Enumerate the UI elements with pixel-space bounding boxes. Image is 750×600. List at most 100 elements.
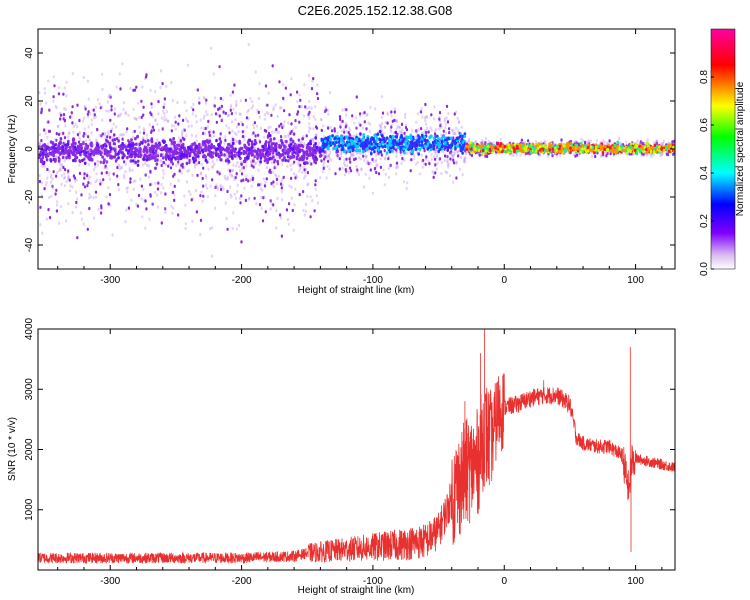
- spectrogram-cell: [389, 163, 392, 167]
- spectrogram-cell: [420, 159, 423, 163]
- spectrogram-cell: [74, 179, 77, 183]
- spectrogram-cell: [241, 130, 244, 134]
- spectrogram-cell: [68, 146, 72, 150]
- spectrogram-cell: [424, 162, 427, 166]
- spectrogram-cell: [154, 153, 157, 157]
- spectrogram-cell: [171, 190, 175, 194]
- spectrogram-cell: [351, 154, 354, 158]
- spectrogram-cell: [478, 153, 481, 157]
- spectrogram-cell: [272, 106, 275, 110]
- spectrogram-cell: [520, 150, 524, 154]
- spectrogram-cell: [417, 128, 420, 132]
- spectrogram-cell: [89, 181, 92, 185]
- spectrogram-cell: [260, 154, 263, 158]
- spectrogram-cell: [605, 154, 608, 158]
- spectrogram-cell: [359, 123, 362, 127]
- spectrogram-cell: [182, 137, 186, 141]
- spectrogram-cell: [134, 117, 137, 121]
- spectrogram-cell: [144, 173, 147, 177]
- spectrogram-cell: [133, 116, 136, 120]
- spectrogram-cell: [236, 183, 239, 187]
- spectrogram-cell: [106, 153, 109, 158]
- spectrogram-cell: [272, 180, 275, 184]
- spectrogram-cell: [383, 144, 387, 149]
- spectrogram-cell: [88, 192, 91, 196]
- spectrogram-cell: [378, 142, 381, 147]
- spectrogram-cell: [364, 154, 367, 158]
- spectrogram-cell: [287, 134, 290, 138]
- spectrogram-cell: [129, 180, 132, 184]
- spectrogram-cell: [547, 154, 550, 158]
- spectrogram-cell: [125, 208, 128, 212]
- spectrogram-cell: [154, 158, 157, 163]
- spectrogram-cell: [405, 151, 409, 155]
- spectrogram-cell: [452, 180, 455, 184]
- spectrogram-cell: [140, 197, 143, 201]
- spectrogram-cell: [162, 172, 165, 176]
- spectrogram-cell: [228, 172, 231, 176]
- spectrogram-cell: [133, 161, 136, 166]
- spectrogram-cell: [416, 129, 419, 133]
- spectrogram-cell: [309, 215, 312, 219]
- spectrogram-cell: [71, 121, 74, 125]
- spectrogram-cell: [196, 173, 199, 177]
- spectrogram-cell: [462, 143, 465, 147]
- spectrogram-cell: [375, 158, 378, 162]
- spectrogram-cell: [269, 207, 272, 211]
- spectrogram-cell: [68, 156, 71, 160]
- spectrogram-cell: [303, 141, 306, 145]
- spectrogram-cell: [271, 183, 274, 187]
- spectrogram-cell: [71, 185, 74, 189]
- spectrogram-cell: [111, 155, 115, 159]
- spectrogram-cell: [468, 139, 471, 143]
- spectrogram-cell: [305, 134, 308, 138]
- spectrogram-cell: [57, 132, 61, 136]
- spectrogram-cell: [310, 162, 313, 166]
- spectrogram-cell: [258, 183, 261, 187]
- spectrogram-cell: [287, 222, 290, 226]
- spectrogram-cell: [92, 195, 95, 200]
- spectrogram-cell: [44, 131, 47, 135]
- spectrogram-cell: [460, 137, 464, 141]
- spectrogram-cell: [348, 126, 351, 130]
- spectrogram-cell: [424, 157, 427, 161]
- spectrogram-cell: [374, 159, 377, 163]
- spectrogram-cell: [124, 220, 127, 224]
- spectrogram-cell: [244, 151, 248, 155]
- spectrogram-cell: [292, 132, 296, 136]
- spectrogram-cell: [438, 117, 441, 121]
- spectrogram-cell: [312, 156, 315, 160]
- spectrogram-cell: [245, 116, 248, 120]
- spectrogram-cell: [454, 141, 457, 146]
- spectrogram-cell: [211, 178, 214, 182]
- spectrogram-cell: [61, 145, 65, 149]
- spectrogram-cell: [134, 179, 137, 183]
- spectrogram-cell: [160, 69, 163, 73]
- spectrogram-cell: [200, 145, 204, 149]
- spectrogram-cell: [444, 117, 447, 121]
- spectrogram-cell: [328, 167, 331, 171]
- spectrogram-cell: [381, 121, 384, 126]
- spectrogram-cell: [161, 82, 164, 86]
- spectrogram-cell: [404, 115, 407, 119]
- spectrogram-cell: [83, 172, 86, 176]
- spectrogram-cell: [54, 104, 57, 108]
- spectrogram-cell: [430, 157, 433, 161]
- spectrogram-cell: [104, 131, 107, 135]
- spectrogram-cell: [78, 130, 81, 135]
- spectrogram-cell: [162, 156, 165, 160]
- spectrogram-cell: [434, 149, 438, 154]
- spectrogram-cell: [375, 163, 378, 167]
- spectrogram-cell: [104, 148, 107, 152]
- spectrogram-cell: [280, 122, 283, 126]
- spectrogram-cell: [373, 146, 377, 150]
- spectrogram-cell: [292, 155, 296, 159]
- spectrogram-cell: [520, 138, 523, 142]
- spectrogram-cell: [154, 142, 158, 146]
- spectrogram-cell: [132, 180, 135, 184]
- spectrogram-cell: [110, 104, 113, 108]
- spectrogram-cell: [118, 167, 121, 171]
- spectrogram-cell: [316, 92, 319, 96]
- spectrogram-cell: [300, 105, 303, 109]
- spectrogram-cell: [399, 150, 402, 154]
